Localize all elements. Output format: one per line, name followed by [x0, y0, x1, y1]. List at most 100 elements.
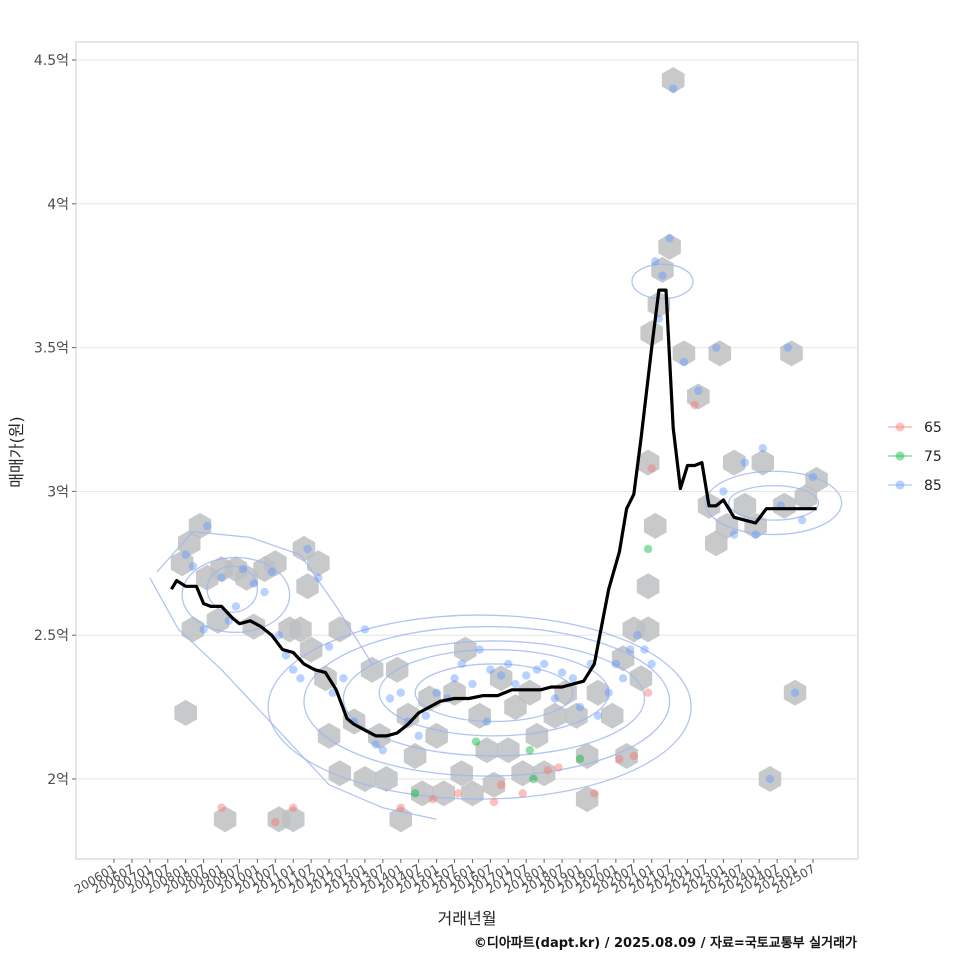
- hex-bin: [235, 564, 258, 591]
- point-85: [421, 711, 431, 720]
- x-axis-title: 거래년월: [438, 909, 497, 928]
- hex-bin: [525, 722, 549, 749]
- point-85: [274, 631, 284, 640]
- point-85: [758, 444, 768, 453]
- hex-bin: [328, 760, 352, 787]
- y-tick-label: 4.5억: [34, 53, 69, 69]
- hex-bin: [206, 607, 230, 634]
- point-85: [511, 679, 520, 689]
- legend-key-85: [895, 480, 905, 490]
- point-85: [432, 688, 441, 697]
- density-contour: [206, 565, 259, 613]
- density-contour: [149, 577, 437, 820]
- grid-lines: [76, 59, 858, 780]
- point-75: [410, 789, 420, 798]
- point-85: [765, 774, 775, 784]
- hex-bin: [805, 466, 828, 493]
- density-contour: [267, 614, 692, 800]
- x-axis: 2006012006072007012007072008012008072009…: [72, 859, 818, 897]
- hex-bin: [575, 786, 599, 813]
- hex-bin: [615, 743, 638, 769]
- hex-bin: [396, 702, 420, 729]
- density-contour: [414, 663, 574, 723]
- point-85: [504, 659, 513, 669]
- point-75: [471, 737, 481, 746]
- point-85: [625, 645, 635, 654]
- point-85: [522, 671, 531, 680]
- point-85: [199, 625, 208, 634]
- hex-bin: [640, 320, 663, 347]
- hex-bin: [708, 340, 732, 367]
- point-85: [719, 487, 728, 496]
- point-65: [543, 766, 552, 775]
- legend-label: 75: [924, 449, 942, 465]
- hex-bin: [644, 512, 667, 539]
- point-85: [238, 564, 248, 574]
- point-65: [489, 797, 499, 807]
- hex-bin: [360, 656, 384, 683]
- hex-bin: [450, 760, 473, 787]
- legend-label: 65: [924, 420, 942, 436]
- point-85: [188, 561, 198, 571]
- hex-bin: [482, 771, 506, 798]
- plot-panel: [75, 41, 859, 860]
- point-85: [339, 674, 348, 683]
- point-65: [217, 803, 226, 812]
- hex-bin: [282, 806, 305, 833]
- point-65: [289, 803, 298, 812]
- point-65: [690, 400, 699, 410]
- point-85: [328, 688, 337, 697]
- point-85: [751, 530, 760, 539]
- point-65: [428, 794, 438, 804]
- point-85: [414, 731, 423, 741]
- y-tick-label: 3.5억: [34, 341, 69, 357]
- y-tick-label: 2.5억: [34, 628, 69, 644]
- point-85: [568, 674, 578, 683]
- point-85: [296, 674, 305, 683]
- point-85: [249, 579, 258, 588]
- hex-bin: [780, 340, 803, 367]
- point-65: [590, 789, 599, 798]
- hex-bin: [783, 679, 807, 706]
- hex-bin: [296, 573, 319, 600]
- hex-bin: [170, 550, 194, 577]
- hex-bin: [658, 233, 681, 260]
- point-85: [618, 674, 628, 683]
- hex-bin: [672, 340, 696, 367]
- hex-bin: [468, 702, 491, 729]
- point-85: [557, 668, 567, 677]
- point-85: [289, 665, 298, 674]
- point-85: [740, 458, 750, 467]
- hex-bin: [289, 616, 312, 643]
- point-85: [808, 472, 818, 482]
- hex-bin: [489, 665, 513, 692]
- point-85: [550, 694, 560, 703]
- hex-bin: [636, 573, 660, 600]
- point-85: [475, 645, 484, 654]
- hex-bin: [454, 636, 477, 663]
- density-contour: [704, 470, 843, 536]
- hex-bin: [651, 256, 674, 283]
- hex-bin: [543, 702, 567, 729]
- density-contour: [156, 531, 373, 665]
- point-85: [217, 573, 226, 582]
- density-contour: [303, 625, 671, 777]
- hex-bin: [611, 645, 635, 672]
- point-65: [396, 803, 405, 812]
- hex-bin: [565, 702, 588, 729]
- point-85: [385, 694, 395, 703]
- hex-bin: [687, 383, 710, 410]
- point-75: [643, 544, 653, 554]
- point-85: [181, 550, 190, 559]
- point-85: [593, 711, 603, 720]
- point-85: [712, 343, 721, 352]
- density-contour: [631, 263, 694, 300]
- hex-bin: [518, 679, 542, 706]
- point-65: [647, 464, 656, 473]
- point-85: [647, 659, 656, 669]
- point-85: [798, 515, 807, 525]
- point-85: [532, 665, 542, 674]
- hex-bin: [532, 760, 556, 787]
- density-contours: [149, 263, 843, 820]
- hex-bin: [636, 449, 660, 476]
